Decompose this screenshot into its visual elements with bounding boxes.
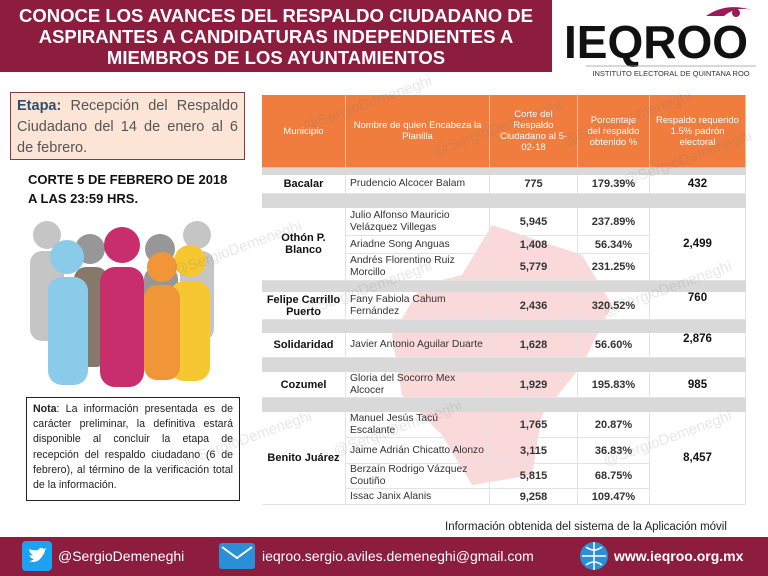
separator-row xyxy=(262,398,746,412)
column-header: Porcentaje del respaldo obtenido % xyxy=(578,95,650,168)
nombre: Gloria del Socorro Mex Alcocer xyxy=(346,372,490,398)
people-illustration xyxy=(30,221,214,387)
corte: 2,436 xyxy=(490,292,578,320)
nombre: Fany Fabiola Cahum Fernández xyxy=(346,292,490,320)
etapa-label: Etapa: xyxy=(17,98,62,114)
logo-subtitle: INSTITUTO ELECTORAL DE QUINTANA ROO xyxy=(592,69,749,78)
email: ieqroo.sergio.aviles.demeneghi@gmail.com xyxy=(262,548,534,564)
title-banner: CONOCE LOS AVANCES DEL RESPALDO CIUDADAN… xyxy=(0,0,552,72)
nombre: Berzaín Rodrigo Vázquez Coutiño xyxy=(346,464,490,489)
separator-row xyxy=(262,281,746,292)
source: Información obtenida del sistema de la A… xyxy=(445,521,727,533)
nombre: Julio Alfonso Mauricio Velázquez Villega… xyxy=(346,208,490,236)
porcentaje: 20.87% xyxy=(578,412,650,438)
respaldo-requerido: 2,499 xyxy=(650,208,746,281)
table: Municipio Nombre de quien Encabeza la Pla… xyxy=(262,95,746,507)
municipio: Othón P. Blanco xyxy=(262,208,346,281)
nombre: Ariadne Song Anguas xyxy=(346,236,490,254)
respaldo-requerido: 760 xyxy=(650,292,746,320)
nota-label: Nota xyxy=(33,403,57,415)
separator-row xyxy=(262,194,746,208)
corte: 5,779 xyxy=(490,254,578,281)
corte: 1,929 xyxy=(490,372,578,398)
website: www.ieqroo.org.mx xyxy=(614,548,744,564)
nombre: Prudencio Alcocer Balam xyxy=(346,175,490,194)
porcentaje: 179.39% xyxy=(578,175,650,194)
respaldo-requerido: 8,457 xyxy=(650,412,746,505)
corte: 1,765 xyxy=(490,412,578,438)
porcentaje: 36.83% xyxy=(578,438,650,464)
separator-row xyxy=(262,168,746,175)
nombre: Jaime Adrián Chicatto Alonzo xyxy=(346,438,490,464)
corte: 9,258 xyxy=(490,489,578,505)
respaldo-requerido: 985 xyxy=(650,372,746,398)
nota-text: : La información presentada es de caráct… xyxy=(33,403,233,492)
respaldo-requerido: 432 xyxy=(650,175,746,194)
porcentaje: 320.52% xyxy=(578,292,650,320)
municipio: Felipe Carrillo Puerto xyxy=(262,292,346,320)
logo-text: IEQROO xyxy=(564,16,748,68)
etapa-text: Recepción del Respaldo Ciudadano del 14 … xyxy=(17,98,239,156)
separator-row xyxy=(262,358,746,372)
corte: 775 xyxy=(490,175,578,194)
twitter-handle: @SergioDemeneghi xyxy=(58,548,185,564)
corte: 5,945 xyxy=(490,208,578,236)
email-icon xyxy=(219,543,255,569)
column-header: Respaldo requerido 1.5% padrón electoral xyxy=(650,95,746,168)
separator-row xyxy=(262,320,746,333)
porcentaje: 68.75% xyxy=(578,464,650,489)
porcentaje: 109.47% xyxy=(578,489,650,505)
web-icon xyxy=(580,542,608,570)
porcentaje: 56.34% xyxy=(578,236,650,254)
title-line: MIEMBROS DE LOS AYUNTAMIENTOS xyxy=(106,47,446,68)
column-header: Nombre de quien Encabeza la Planilla xyxy=(346,95,490,168)
porcentaje: 231.25% xyxy=(578,254,650,281)
corte: 5,815 xyxy=(490,464,578,489)
nombre: Manuel Jesús Tacú Escalante xyxy=(346,412,490,438)
corte: 1,628 xyxy=(490,333,578,358)
column-header: Corte del Respaldo Ciudadano al 5-02-18 xyxy=(490,95,578,168)
corte: 3,115 xyxy=(490,438,578,464)
municipio: Bacalar xyxy=(262,175,346,194)
corte: 1,408 xyxy=(490,236,578,254)
logo: IEQROO INSTITUTO ELECTORAL DE QUINTANA R… xyxy=(564,7,756,78)
title-line: CONOCE LOS AVANCES DEL RESPALDO CIUDADAN… xyxy=(19,5,533,26)
municipio: Solidaridad xyxy=(262,333,346,358)
porcentaje: 237.89% xyxy=(578,208,650,236)
nombre: Andrés Florentino Ruiz Morcillo xyxy=(346,254,490,281)
footer-bar xyxy=(0,537,768,576)
etapa-box: Etapa: Recepción del Respaldo Ciudadano … xyxy=(10,92,245,160)
porcentaje: 56.60% xyxy=(578,333,650,358)
porcentaje: 195.83% xyxy=(578,372,650,398)
municipio: Cozumel xyxy=(262,372,346,398)
nota-box: Nota: La información presentada es de ca… xyxy=(26,397,240,501)
nombre: Issac Janix Alanis xyxy=(346,489,490,505)
title-line: ASPIRANTES A CANDIDATURAS INDEPENDIENTES… xyxy=(38,26,514,47)
municipio: Benito Juárez xyxy=(262,412,346,505)
corte: CORTE 5 DE FEBRERO DE 2018 A LAS 23:59 H… xyxy=(28,172,228,206)
twitter-icon xyxy=(22,541,52,571)
respaldo-requerido: 2,876 xyxy=(650,333,746,358)
column-header: Municipio xyxy=(262,95,346,168)
nombre: Javier Antonio Aguilar Duarte xyxy=(346,333,490,358)
